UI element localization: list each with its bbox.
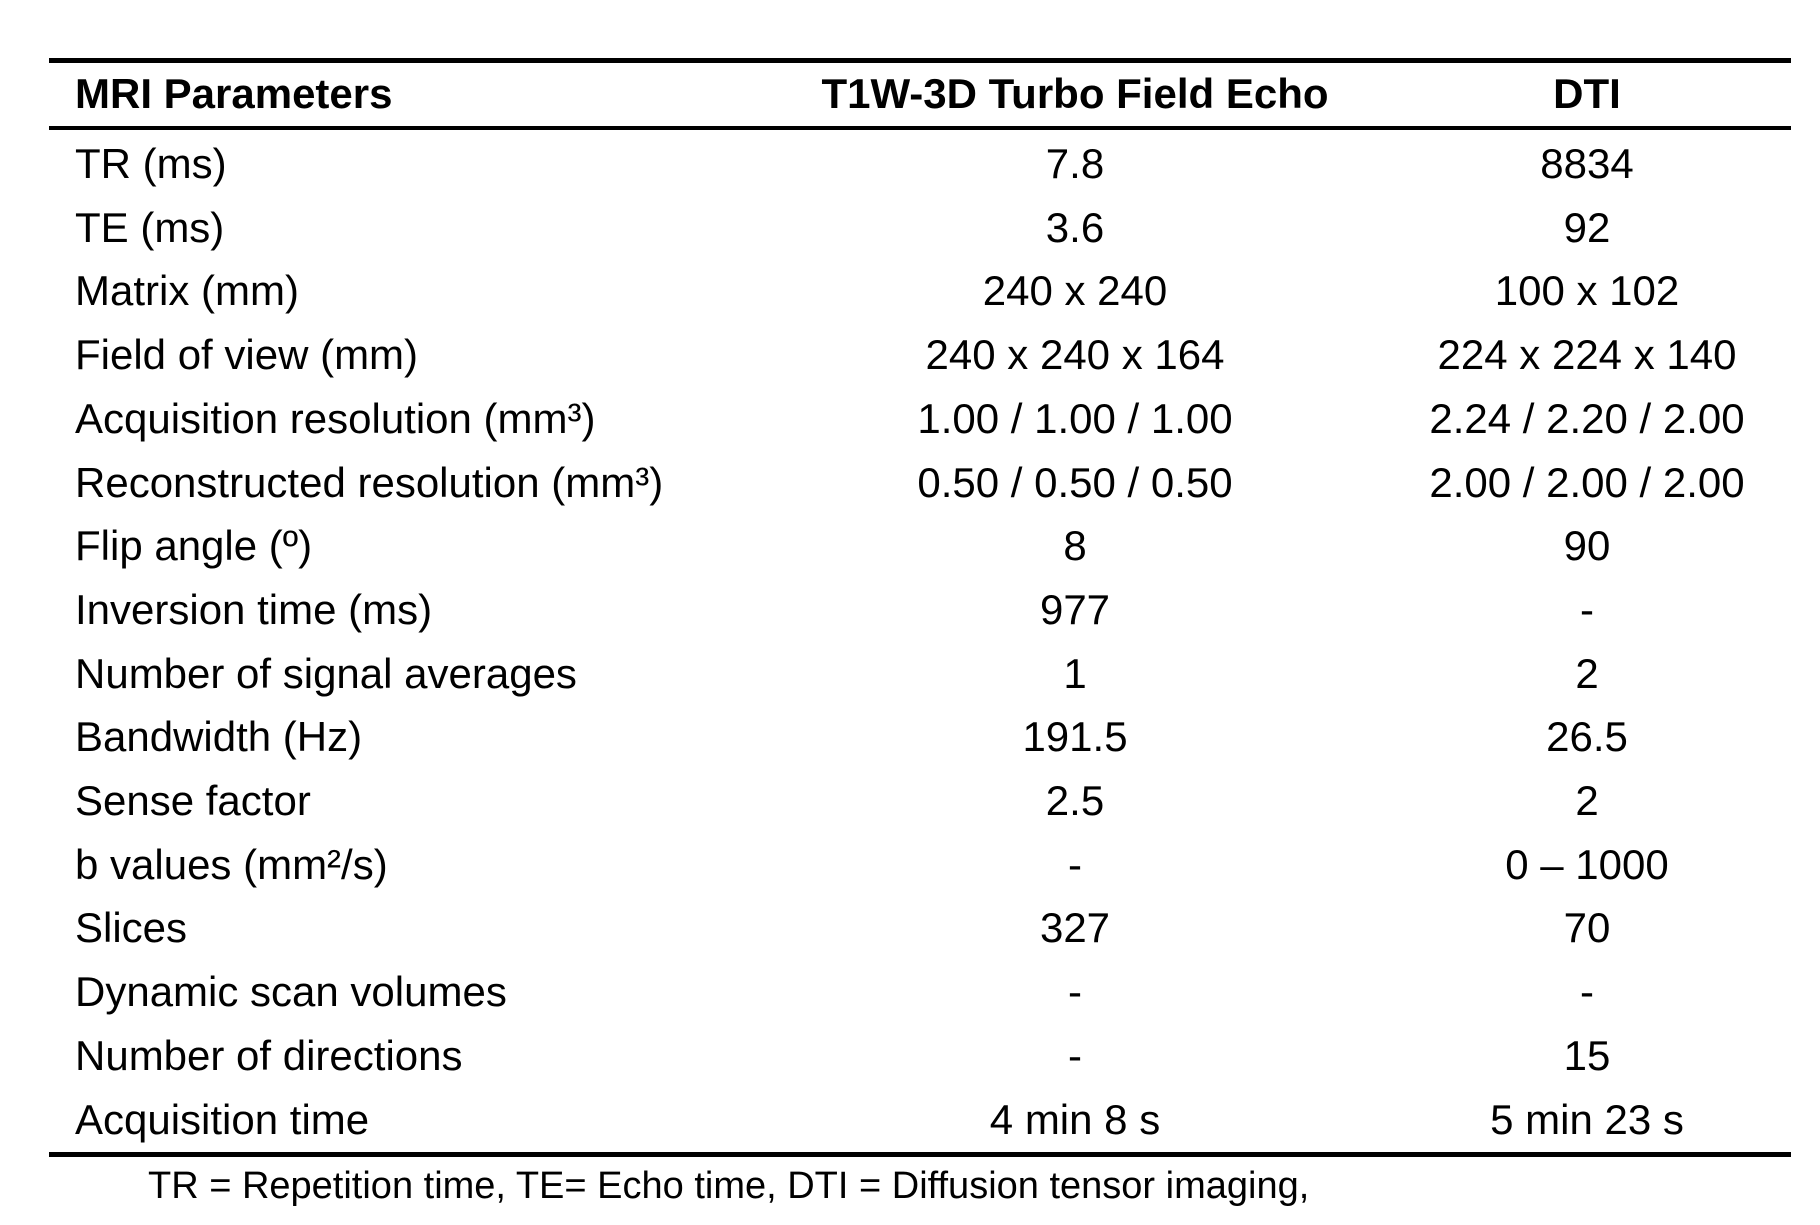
row-label: Acquisition resolution (mm³): [75, 394, 596, 442]
cell-value: 0 – 1000: [1505, 840, 1669, 888]
cell-value: 191.5: [1022, 713, 1128, 761]
cell-value: -: [1580, 968, 1594, 1016]
row-label: Acquisition time: [75, 1095, 370, 1143]
row-label: TE (ms): [75, 203, 225, 251]
cell-value: 224 x 224 x 140: [1437, 331, 1737, 379]
row-label: TR (ms): [75, 140, 227, 187]
cell-value: 90: [1563, 522, 1611, 570]
cell-value: 100 x 102: [1494, 267, 1680, 315]
cell-value: 5 min 23 s: [1490, 1095, 1684, 1143]
row-label: b values (mm²/s): [75, 840, 388, 888]
cell-value: 26.5: [1546, 713, 1628, 761]
row-label: Dynamic scan volumes: [75, 968, 507, 1016]
cell-value: -: [1068, 840, 1082, 888]
row-label: Field of view (mm): [75, 331, 419, 379]
cell-value: -: [1068, 1031, 1082, 1079]
cell-value: -: [1580, 585, 1594, 633]
cell-value: 3.6: [1045, 203, 1105, 251]
row-label: Sense factor: [75, 777, 311, 824]
cell-value: 2: [1575, 777, 1599, 824]
header-cell: T1W-3D Turbo Field Echo: [821, 70, 1329, 117]
cell-value: 4 min 8 s: [989, 1095, 1161, 1143]
row-label: Reconstructed resolution (mm³): [75, 458, 664, 506]
row-label: Bandwidth (Hz): [75, 713, 363, 761]
row-label: Number of directions: [75, 1031, 463, 1079]
header-cell: MRI Parameters: [75, 70, 393, 117]
cell-value: 92: [1563, 203, 1611, 251]
cell-value: 327: [1039, 904, 1111, 952]
cell-value: 15: [1563, 1031, 1611, 1079]
bottom-rule: [49, 1152, 1791, 1157]
row-label: Inversion time (ms): [75, 585, 433, 633]
cell-value: 977: [1039, 585, 1111, 633]
cell-value: 240 x 240 x 164: [925, 331, 1225, 379]
cell-value: 2.5: [1045, 777, 1105, 824]
header-rule: [49, 126, 1791, 130]
cell-value: 7.8: [1045, 140, 1105, 187]
cell-value: 8: [1063, 522, 1087, 570]
header-cell: DTI: [1553, 70, 1621, 117]
cell-value: 70: [1563, 904, 1611, 952]
cell-value: 2.00 / 2.00 / 2.00: [1429, 458, 1745, 506]
row-label: Number of signal averages: [75, 649, 577, 697]
row-label: Matrix (mm): [75, 267, 299, 315]
cell-value: 0.50 / 0.50 / 0.50: [917, 458, 1233, 506]
cell-value: 2.24 / 2.20 / 2.00: [1429, 394, 1745, 442]
footnote: TR = Repetition time, TE= Echo time, DTI…: [148, 1165, 1310, 1207]
cell-value: -: [1068, 968, 1082, 1016]
cell-value: 1: [1063, 649, 1087, 697]
cell-value: 240 x 240: [982, 267, 1168, 315]
row-label: Slices: [75, 904, 188, 952]
cell-value: 8834: [1540, 140, 1634, 187]
cell-value: 1.00 / 1.00 / 1.00: [917, 394, 1233, 442]
top-rule: [49, 58, 1791, 63]
cell-value: 2: [1575, 649, 1599, 697]
row-label: Flip angle (º): [75, 522, 313, 570]
